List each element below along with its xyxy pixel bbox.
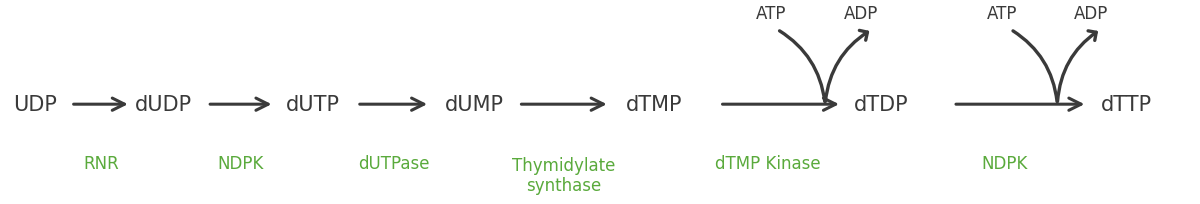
Text: dTMP Kinase: dTMP Kinase (715, 154, 821, 172)
Text: ADP: ADP (1074, 4, 1108, 22)
Text: ADP: ADP (844, 4, 878, 22)
Text: NDPK: NDPK (982, 154, 1028, 172)
Text: dUMP: dUMP (445, 95, 504, 115)
Text: RNR: RNR (83, 154, 119, 172)
Text: dUTPase: dUTPase (359, 154, 430, 172)
Text: NDPK: NDPK (217, 154, 264, 172)
Text: dTMP: dTMP (625, 95, 682, 115)
Text: UDP: UDP (13, 95, 56, 115)
Text: dUTP: dUTP (286, 95, 340, 115)
Text: ATP: ATP (756, 4, 786, 22)
Text: ATP: ATP (988, 4, 1018, 22)
Text: dTTP: dTTP (1102, 95, 1152, 115)
Text: dTDP: dTDP (854, 95, 908, 115)
Text: Thymidylate
synthase: Thymidylate synthase (512, 156, 616, 194)
Text: dUDP: dUDP (134, 95, 192, 115)
